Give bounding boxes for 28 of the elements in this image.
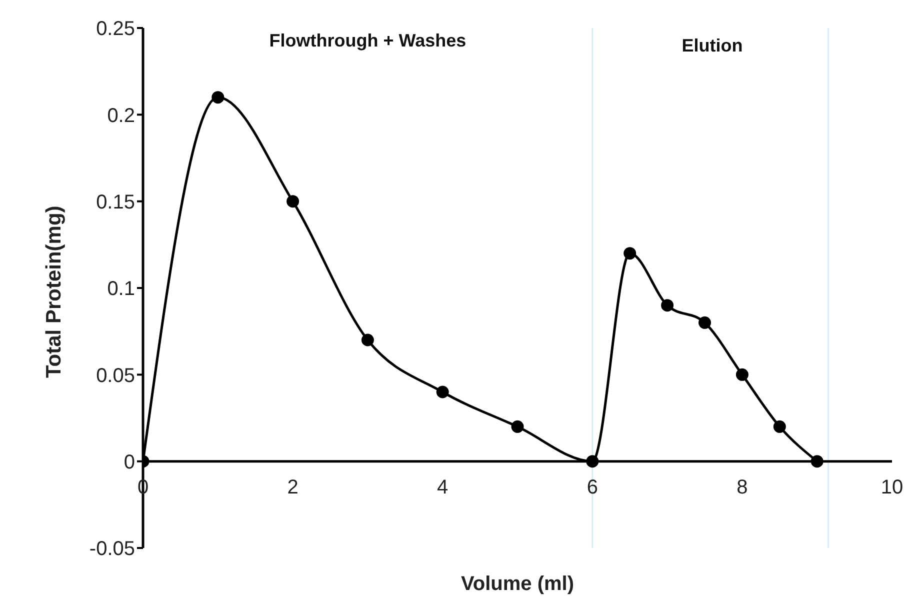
y-tick-label: 0.1 [107,278,135,300]
point [736,368,748,381]
annotation: Flowthrough + Washes [269,30,466,51]
y-axis-title: Total Protein(mg) [42,206,66,378]
point [286,195,300,208]
annotation: Elution [682,36,743,56]
point [361,334,374,346]
x-tick-label: 2 [287,476,298,498]
point [661,299,674,312]
y-tick-label: 0.25 [96,18,135,40]
point [624,247,636,260]
point [212,91,224,104]
point [810,455,824,468]
point [586,455,599,468]
y-tick-label: 0.05 [96,364,135,387]
x-tick-label: 4 [437,476,448,498]
point [773,420,786,433]
x-tick-label: 8 [736,476,748,498]
point [511,420,524,433]
x-tick-label: 6 [586,476,598,498]
point [698,316,711,329]
y-tick-label: 0 [124,451,135,474]
y-tick-label: 0.15 [96,191,135,214]
point [436,386,449,398]
y-tick-label: -0.05 [89,538,135,560]
x-axis-title: Volume (ml) [461,573,574,595]
x-tick-label: 10 [880,476,904,498]
y-tick-label: 0.2 [107,104,135,127]
